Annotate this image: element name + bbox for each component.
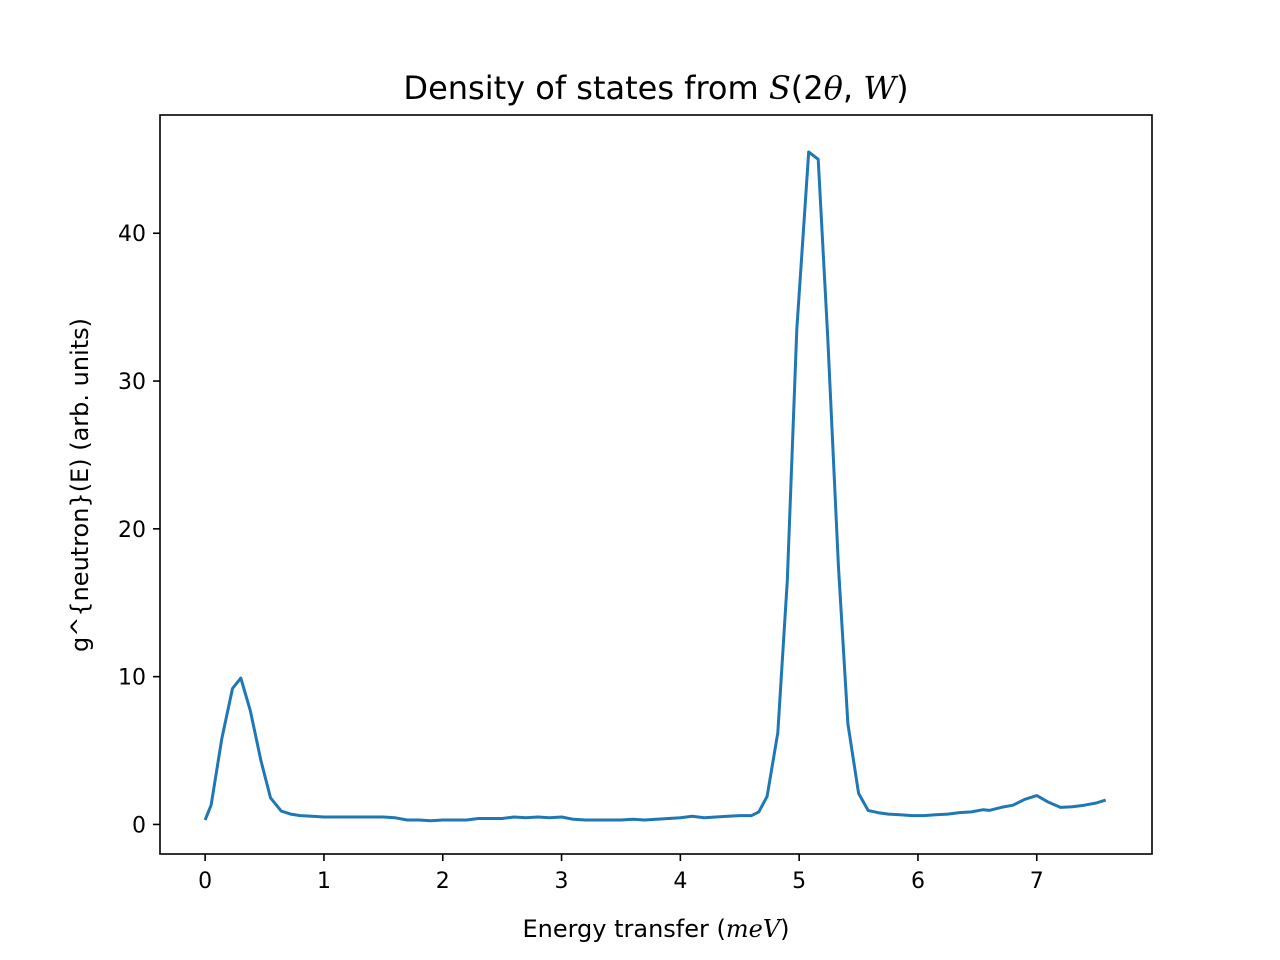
title-prefix: Density of states from — [403, 69, 768, 107]
y-tick-label: 10 — [118, 666, 146, 691]
x-axis-label: Energy transfer (meV) — [522, 915, 789, 943]
y-tick-label: 40 — [118, 222, 146, 247]
title-math-w: W — [863, 69, 899, 107]
x-axis-ticks: 0 1 2 3 4 5 6 7 — [198, 854, 1044, 894]
x-tick-label: 6 — [911, 869, 925, 894]
y-tick-label: 20 — [118, 518, 146, 543]
x-tick-label: 4 — [673, 869, 687, 894]
plot-frame — [159, 114, 1153, 855]
x-axis-label-prefix: Energy transfer ( — [522, 915, 725, 943]
title-math-close: ) — [896, 69, 908, 107]
x-tick-label: 2 — [436, 869, 450, 894]
title-math-open: (2 — [791, 69, 824, 107]
chart-title: Density of states from S(2θ, W) — [403, 69, 908, 107]
y-axis-label: g^{neutron}(E) (arb. units) — [66, 318, 94, 652]
x-tick-label: 1 — [317, 869, 331, 894]
x-tick-label: 7 — [1030, 869, 1044, 894]
x-tick-label: 3 — [555, 869, 569, 894]
x-tick-label: 5 — [792, 869, 806, 894]
x-axis-label-unit: meV — [726, 915, 783, 943]
y-tick-label: 0 — [132, 813, 146, 838]
y-axis-ticks: 0 10 20 30 40 — [118, 222, 160, 838]
y-tick-label: 30 — [118, 370, 146, 395]
title-math-s: S — [769, 69, 791, 107]
plot-area: 0 1 2 3 4 5 6 7 0 10 20 30 40 — [118, 114, 1153, 894]
series-line — [203, 150, 1107, 823]
title-math-theta: θ — [824, 69, 843, 107]
x-tick-label: 0 — [198, 869, 212, 894]
x-axis-label-suffix: ) — [780, 915, 789, 943]
title-math-comma: , — [843, 69, 863, 107]
